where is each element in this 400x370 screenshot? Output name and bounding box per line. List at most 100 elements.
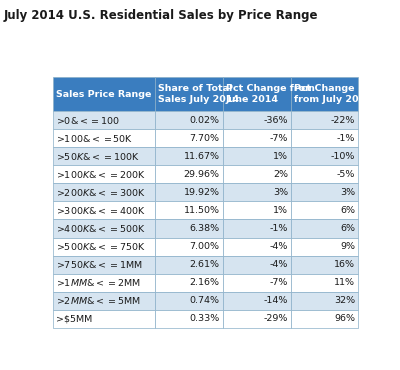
Bar [155, 183, 222, 201]
Text: -1%: -1% [337, 134, 355, 142]
Text: 32%: 32% [334, 296, 355, 305]
Bar [155, 238, 222, 256]
Text: 0.02%: 0.02% [190, 115, 220, 125]
Bar [155, 310, 222, 328]
Bar [291, 183, 358, 201]
Text: >$2MM & <=$5MM: >$2MM & <=$5MM [56, 295, 141, 306]
Bar [222, 219, 291, 238]
Text: 0.33%: 0.33% [189, 314, 220, 323]
Text: 19.92%: 19.92% [184, 188, 220, 197]
Text: 2.61%: 2.61% [190, 260, 220, 269]
Bar [155, 256, 222, 274]
Text: Share of Total
Sales July 2014: Share of Total Sales July 2014 [158, 84, 240, 104]
Bar [291, 292, 358, 310]
Bar [53, 183, 155, 201]
Bar [155, 201, 222, 219]
Text: 96%: 96% [334, 314, 355, 323]
Bar [53, 219, 155, 238]
Bar [53, 77, 155, 111]
Text: >$0 & <=$100: >$0 & <=$100 [56, 115, 120, 125]
Text: >$200K & <=$300K: >$200K & <=$300K [56, 187, 146, 198]
Bar [291, 274, 358, 292]
Bar [155, 165, 222, 183]
Text: 2.16%: 2.16% [190, 278, 220, 287]
Text: 29.96%: 29.96% [184, 170, 220, 179]
Text: Pct Change from
June 2014: Pct Change from June 2014 [226, 84, 314, 104]
Bar [291, 147, 358, 165]
Bar [291, 77, 358, 111]
Bar [155, 219, 222, 238]
Text: >$1MM & <=$2MM: >$1MM & <=$2MM [56, 277, 141, 288]
Bar [155, 111, 222, 129]
Text: >$5MM: >$5MM [56, 314, 92, 323]
Text: 3%: 3% [273, 188, 288, 197]
Text: -10%: -10% [331, 152, 355, 161]
Text: 1%: 1% [273, 152, 288, 161]
Text: >$400K & <=$500K: >$400K & <=$500K [56, 223, 146, 234]
Text: 1%: 1% [273, 206, 288, 215]
Bar [53, 310, 155, 328]
Text: Sales Price Range: Sales Price Range [56, 90, 152, 98]
Text: 11.50%: 11.50% [184, 206, 220, 215]
Bar [291, 310, 358, 328]
Text: -4%: -4% [270, 260, 288, 269]
Bar [155, 147, 222, 165]
Bar [291, 219, 358, 238]
Text: >$100K & <=$200K: >$100K & <=$200K [56, 169, 146, 180]
Text: Pct Change
from July 2013: Pct Change from July 2013 [294, 84, 372, 104]
Bar [291, 201, 358, 219]
Text: 6%: 6% [340, 206, 355, 215]
Bar [53, 274, 155, 292]
Bar [291, 129, 358, 147]
Text: -4%: -4% [270, 242, 288, 251]
Bar [222, 292, 291, 310]
Text: 6.38%: 6.38% [189, 224, 220, 233]
Bar [155, 292, 222, 310]
Text: -7%: -7% [270, 134, 288, 142]
Bar [291, 111, 358, 129]
Text: -5%: -5% [337, 170, 355, 179]
Bar [291, 165, 358, 183]
Text: -1%: -1% [270, 224, 288, 233]
Text: >$300K & <=$400K: >$300K & <=$400K [56, 205, 146, 216]
Text: 11%: 11% [334, 278, 355, 287]
Bar [222, 183, 291, 201]
Bar [222, 274, 291, 292]
Bar [222, 111, 291, 129]
Text: >$750K & <=$1MM: >$750K & <=$1MM [56, 259, 143, 270]
Bar [53, 238, 155, 256]
Bar [222, 77, 291, 111]
Bar [222, 165, 291, 183]
Text: >$100 & <=$50K: >$100 & <=$50K [56, 132, 134, 144]
Bar [222, 256, 291, 274]
Text: 11.67%: 11.67% [184, 152, 220, 161]
Bar [53, 111, 155, 129]
Bar [53, 292, 155, 310]
Bar [155, 274, 222, 292]
Text: 9%: 9% [340, 242, 355, 251]
Bar [222, 310, 291, 328]
Bar [222, 129, 291, 147]
Bar [155, 129, 222, 147]
Bar [53, 201, 155, 219]
Bar [155, 77, 222, 111]
Bar [53, 165, 155, 183]
Bar [53, 129, 155, 147]
Bar [222, 147, 291, 165]
Text: -29%: -29% [264, 314, 288, 323]
Text: 6%: 6% [340, 224, 355, 233]
Bar [222, 201, 291, 219]
Text: -36%: -36% [264, 115, 288, 125]
Text: 7.70%: 7.70% [190, 134, 220, 142]
Text: -7%: -7% [270, 278, 288, 287]
Bar [291, 238, 358, 256]
Bar [222, 238, 291, 256]
Text: >$50K & <=$100K: >$50K & <=$100K [56, 151, 140, 162]
Text: 2%: 2% [273, 170, 288, 179]
Text: -14%: -14% [264, 296, 288, 305]
Text: 3%: 3% [340, 188, 355, 197]
Text: July 2014 U.S. Residential Sales by Price Range: July 2014 U.S. Residential Sales by Pric… [4, 9, 318, 22]
Text: 0.74%: 0.74% [190, 296, 220, 305]
Text: >$500K & <=$750K: >$500K & <=$750K [56, 241, 146, 252]
Text: 7.00%: 7.00% [190, 242, 220, 251]
